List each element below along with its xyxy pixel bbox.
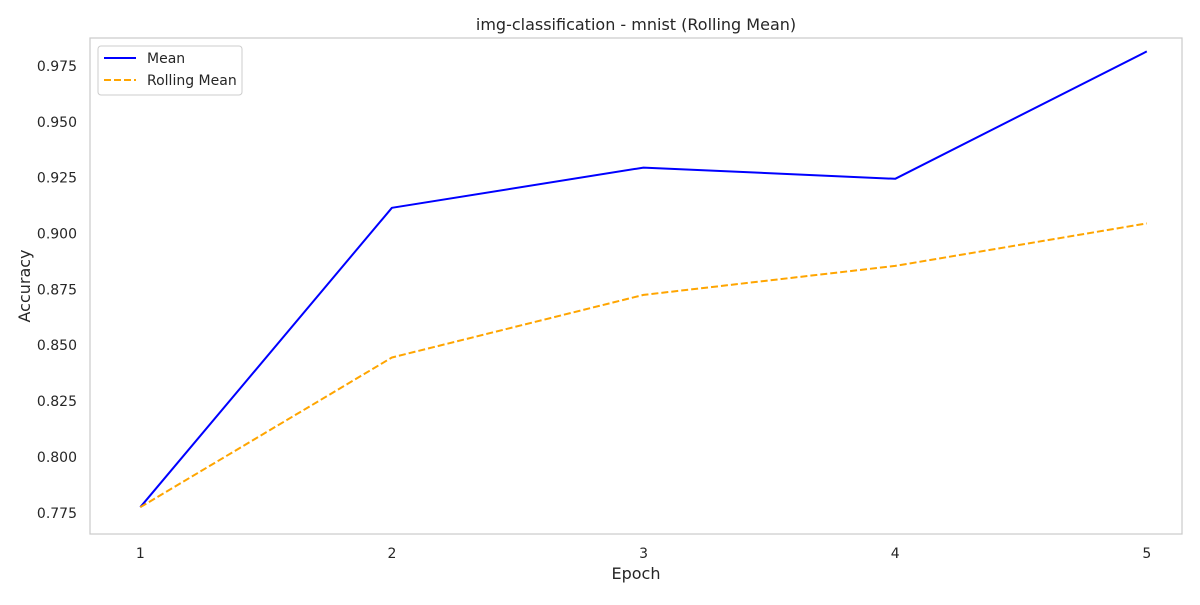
- legend: Mean Rolling Mean: [97, 45, 243, 96]
- series-layer: [139, 50, 1148, 509]
- x-tick-label: 1: [136, 546, 145, 562]
- series-line-rolling-mean: [139, 222, 1147, 509]
- x-tick-label: 4: [891, 546, 900, 562]
- chart-title: img-classification - mnist (Rolling Mean…: [476, 15, 796, 34]
- series-line-mean: [139, 50, 1148, 508]
- y-axis-label: Accuracy: [15, 249, 34, 322]
- y-tick-label: 0.900: [37, 226, 77, 242]
- legend-label-rolling-mean: Rolling Mean: [147, 73, 237, 89]
- y-tick-label: 0.775: [37, 506, 77, 522]
- x-tick-label: 2: [387, 546, 396, 562]
- x-axis-label: Epoch: [612, 564, 661, 583]
- y-axis-ticks: 0.775 0.800 0.825 0.850 0.875 0.900 0.925 0.950…: [37, 59, 77, 522]
- y-tick-label: 0.950: [37, 115, 77, 131]
- y-tick-label: 0.875: [37, 282, 77, 298]
- y-tick-label: 0.800: [37, 450, 77, 466]
- y-tick-label: 0.850: [37, 338, 77, 354]
- x-tick-label: 5: [1142, 546, 1151, 562]
- x-axis-ticks: 1 2 3 4 5: [136, 546, 1151, 562]
- x-tick-label: 3: [639, 546, 648, 562]
- y-tick-label: 0.825: [37, 394, 77, 410]
- legend-label-mean: Mean: [147, 51, 185, 67]
- y-tick-label: 0.975: [37, 59, 77, 75]
- plot-area: [89, 37, 1183, 535]
- y-tick-label: 0.925: [37, 171, 77, 187]
